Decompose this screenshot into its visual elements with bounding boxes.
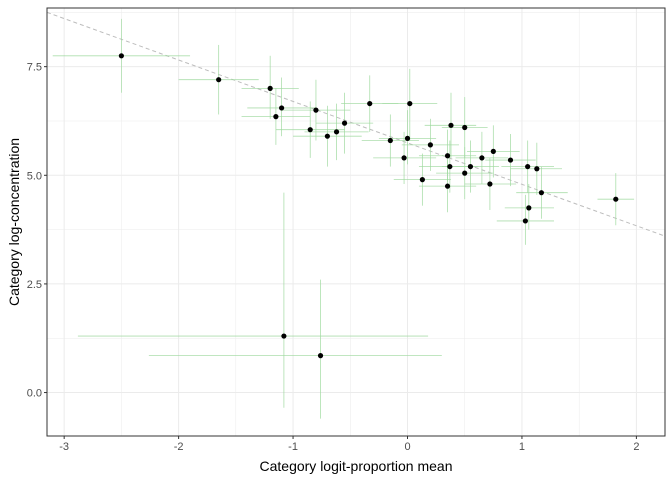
y-tick-label: 2.5 bbox=[27, 279, 42, 291]
data-points-layer bbox=[118, 53, 619, 359]
grid-lines bbox=[47, 8, 665, 436]
x-axis-ticks: -3 -2 -1 0 1 2 bbox=[59, 436, 639, 453]
data-point bbox=[419, 177, 425, 183]
data-point bbox=[367, 100, 373, 107]
data-point bbox=[279, 105, 285, 111]
data-point bbox=[401, 155, 407, 161]
data-point bbox=[613, 196, 619, 202]
trend-line-layer bbox=[46, 11, 666, 237]
data-point bbox=[490, 148, 496, 154]
data-point bbox=[307, 127, 313, 133]
y-tick-label: 7.5 bbox=[27, 62, 42, 74]
y-tick-label: 0.0 bbox=[27, 388, 42, 400]
data-point bbox=[526, 205, 532, 211]
panel-border bbox=[46, 7, 666, 437]
data-point bbox=[281, 333, 287, 339]
data-point bbox=[462, 170, 468, 176]
data-point bbox=[534, 166, 540, 172]
y-axis-title: Category log-concentration bbox=[6, 138, 22, 306]
data-point bbox=[324, 133, 330, 139]
data-point bbox=[267, 85, 273, 91]
x-tick-label: 0 bbox=[404, 441, 410, 453]
data-point bbox=[448, 122, 454, 128]
data-point bbox=[216, 77, 222, 83]
data-point bbox=[407, 100, 413, 107]
data-point bbox=[538, 190, 545, 196]
data-point bbox=[313, 107, 319, 113]
x-axis-title: Category logit-proportion mean bbox=[260, 458, 453, 474]
y-axis-ticks: 0.0 2.5 5.0 7.5 bbox=[27, 62, 47, 400]
data-point bbox=[317, 353, 324, 359]
data-point bbox=[341, 120, 348, 126]
data-point bbox=[507, 157, 514, 163]
x-tick-label: -1 bbox=[288, 441, 298, 453]
x-tick-label: -3 bbox=[59, 441, 69, 453]
data-point bbox=[447, 163, 453, 170]
data-point bbox=[444, 153, 451, 159]
data-point bbox=[467, 163, 474, 170]
x-tick-label: -2 bbox=[174, 441, 184, 453]
data-point bbox=[525, 163, 531, 170]
y-tick-label: 5.0 bbox=[27, 170, 42, 182]
data-point bbox=[404, 135, 411, 141]
x-tick-label: 1 bbox=[519, 441, 525, 453]
data-point bbox=[273, 114, 279, 120]
trend-line bbox=[46, 11, 666, 237]
data-point bbox=[427, 142, 433, 148]
data-point bbox=[118, 53, 124, 59]
data-point bbox=[444, 183, 451, 189]
data-point bbox=[522, 218, 528, 224]
x-tick-label: 2 bbox=[633, 441, 639, 453]
data-point bbox=[387, 137, 393, 144]
data-point bbox=[333, 129, 340, 135]
data-point bbox=[462, 124, 468, 131]
data-point bbox=[479, 155, 485, 161]
data-point bbox=[487, 181, 493, 187]
